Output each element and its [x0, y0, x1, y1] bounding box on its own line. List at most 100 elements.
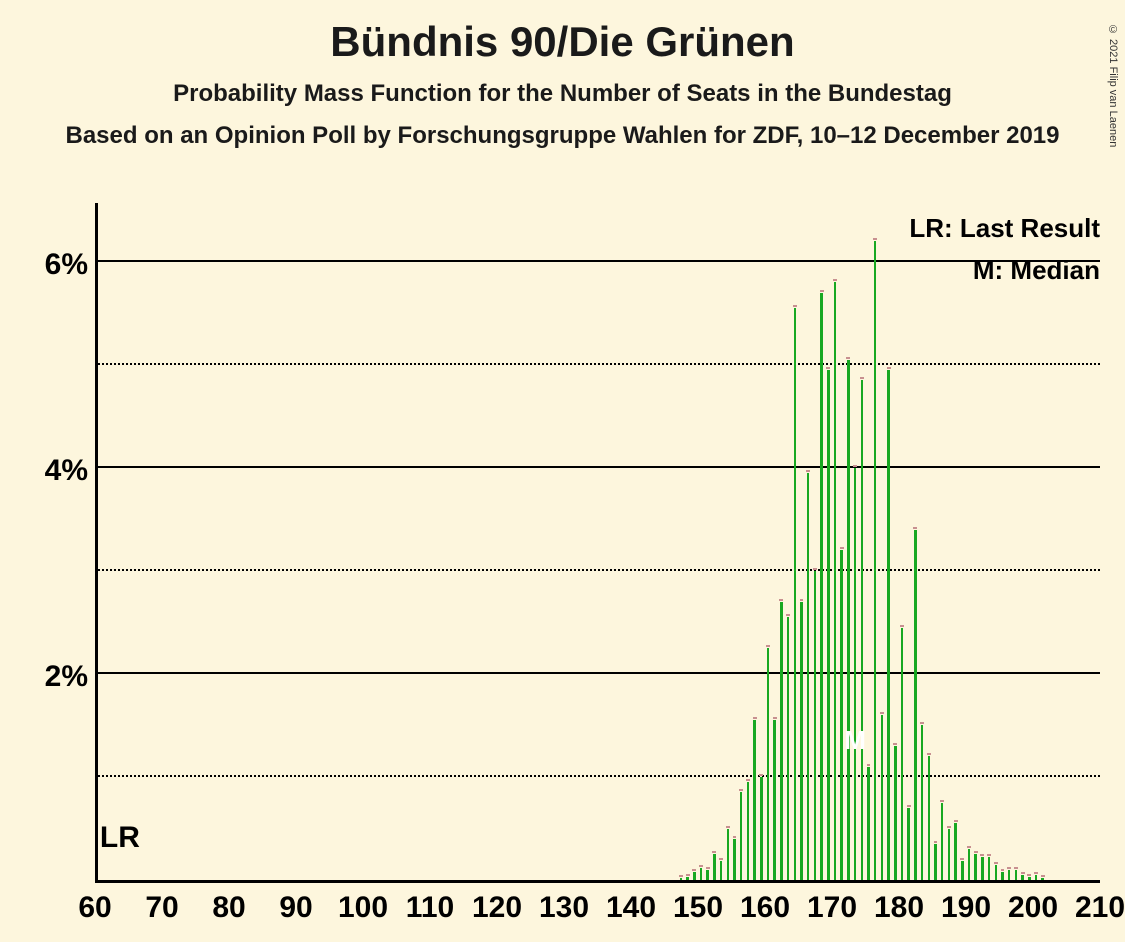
bar-cap [699, 865, 703, 867]
bar-cap [753, 717, 757, 719]
bar-cap [1007, 867, 1011, 869]
xtick-label: 190 [941, 891, 991, 925]
xtick-label: 90 [279, 891, 312, 925]
bar-cap [813, 568, 817, 570]
bar-cap [1021, 872, 1025, 874]
subtitle-pmf: Probability Mass Function for the Number… [0, 80, 1125, 108]
bar [834, 282, 837, 880]
bar-cap [900, 625, 904, 627]
bar-cap [779, 599, 783, 601]
bar [901, 628, 904, 880]
bar [1008, 870, 1011, 880]
bar-cap [967, 846, 971, 848]
bar [1028, 877, 1031, 880]
bar-cap [893, 743, 897, 745]
bar [1021, 875, 1024, 880]
bar [800, 602, 803, 880]
bar [861, 380, 864, 880]
bar-cap [934, 841, 938, 843]
bar-cap [692, 869, 696, 871]
bar [733, 839, 736, 880]
bar-cap [974, 851, 978, 853]
bar-cap [994, 862, 998, 864]
bar [700, 868, 703, 880]
bar [820, 293, 823, 880]
bar [874, 241, 877, 880]
copyright-text: © 2021 Filip van Laenen [1107, 24, 1119, 147]
bar-cap [1014, 867, 1018, 869]
bar-cap [806, 470, 810, 472]
bar-cap [800, 599, 804, 601]
bar [948, 829, 951, 881]
bar [794, 308, 797, 880]
gridline-minor [98, 569, 1100, 571]
bar [753, 720, 756, 880]
bar [1001, 872, 1004, 880]
bar [968, 849, 971, 880]
xtick-label: 80 [212, 891, 245, 925]
bar-cap [920, 722, 924, 724]
bar [934, 844, 937, 880]
bar [840, 550, 843, 880]
bar [887, 370, 890, 880]
gridline-minor [98, 363, 1100, 365]
bar-cap [746, 779, 750, 781]
bar-cap [679, 875, 683, 877]
ytick-label: 6% [45, 248, 88, 282]
gridline-minor [98, 775, 1100, 777]
xtick-label: 170 [807, 891, 857, 925]
bar [981, 857, 984, 880]
bar [928, 756, 931, 880]
chart-container: LRM 2%4%6%607080901001101201301401501601… [95, 203, 1110, 883]
bar [847, 360, 850, 880]
bar [961, 861, 964, 880]
bar [767, 648, 770, 880]
bar-cap [947, 826, 951, 828]
xtick-label: 160 [740, 891, 790, 925]
bar-cap [1001, 869, 1005, 871]
bar [706, 870, 709, 880]
bar-cap [1027, 874, 1031, 876]
bar-cap [960, 858, 964, 860]
bar [787, 617, 790, 880]
bar [1035, 875, 1038, 880]
bar [780, 602, 783, 880]
bar-cap [887, 367, 891, 369]
plot-area: LRM [95, 203, 1100, 883]
xtick-label: 180 [874, 891, 924, 925]
xtick-label: 110 [406, 891, 454, 925]
bar [740, 792, 743, 880]
lr-marker: LR [100, 821, 140, 855]
bar-cap [739, 789, 743, 791]
bar-cap [907, 805, 911, 807]
ytick-label: 2% [45, 660, 88, 694]
legend-lr: LR: Last Result [909, 213, 1100, 244]
bar-cap [833, 279, 837, 281]
bar-cap [987, 854, 991, 856]
bar-cap [853, 465, 857, 467]
xtick-label: 200 [1008, 891, 1058, 925]
bar-cap [706, 867, 710, 869]
bar-cap [786, 614, 790, 616]
xtick-label: 150 [673, 891, 723, 925]
bar-cap [1034, 872, 1038, 874]
bar [693, 872, 696, 880]
bar [686, 877, 689, 880]
bar-cap [733, 836, 737, 838]
bar [921, 725, 924, 880]
legend-m: M: Median [973, 255, 1100, 286]
gridline-major [98, 466, 1100, 468]
bar [907, 808, 910, 880]
xtick-label: 130 [539, 891, 589, 925]
bar-cap [867, 764, 871, 766]
gridline-major [98, 260, 1100, 262]
bar [1041, 878, 1044, 880]
bar-cap [726, 826, 730, 828]
bar-cap [719, 858, 723, 860]
bar [1015, 870, 1018, 880]
bar-cap [773, 717, 777, 719]
bar [760, 777, 763, 880]
bar [914, 530, 917, 880]
bar [807, 473, 810, 880]
xtick-label: 60 [78, 891, 111, 925]
